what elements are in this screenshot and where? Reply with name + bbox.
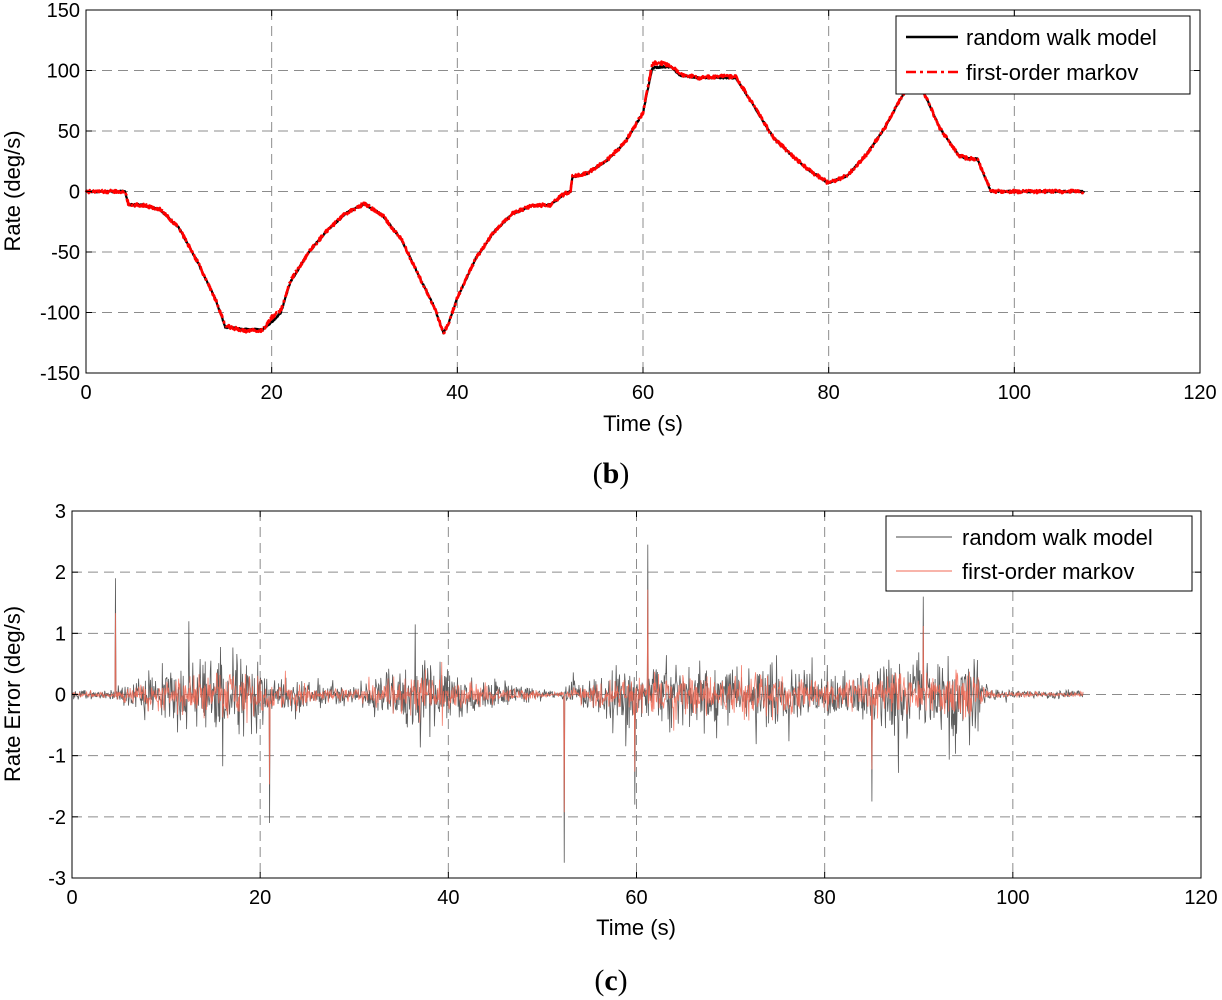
chart-c-series-1-line xyxy=(71,589,1084,813)
b-ytick-label-1: -100 xyxy=(40,303,80,325)
chart-b-ticks xyxy=(85,9,1201,374)
chart-c-series-layer xyxy=(71,544,1084,863)
chart-b-caption: (b) xyxy=(593,457,630,490)
b-xtick-label-1: 20 xyxy=(261,382,283,404)
b-ytick-label-3: 0 xyxy=(69,182,80,204)
chart-c-caption: (c) xyxy=(594,964,627,997)
chart-c: 0 20 40 60 80 100 120 -3 -2 -1 0 1 2 3 Time (s) Rate … xyxy=(0,501,1218,997)
chart-c-xlabel: Time (s) xyxy=(596,915,676,940)
c-xtick-label-6: 120 xyxy=(1184,887,1217,909)
chart-b-legend-label-1: first-order markov xyxy=(966,60,1138,85)
c-xtick-label-2: 40 xyxy=(437,887,459,909)
chart-c-tick-labels: 0 20 40 60 80 100 120 -3 -2 -1 0 1 2 3 xyxy=(48,501,1217,909)
chart-b-caption-letter: b xyxy=(603,457,620,490)
chart-c-legend: random walk model first-order markov xyxy=(885,515,1193,592)
c-ytick-label-1: -2 xyxy=(48,807,66,829)
chart-b-series-1-line xyxy=(84,60,1086,335)
chart-c-legend-label-0: random walk model xyxy=(962,525,1153,550)
b-xtick-label-4: 80 xyxy=(818,382,840,404)
chart-b: 0 20 40 60 80 100 120 -150 -100 -50 0 50 100 150 Time… xyxy=(0,0,1217,490)
chart-b-legend-box xyxy=(895,15,1191,95)
c-ytick-label-0: -3 xyxy=(48,868,66,890)
c-ytick-label-5: 2 xyxy=(55,562,66,584)
chart-c-ticks xyxy=(71,510,1202,879)
chart-c-ylabel: Rate Error (deg/s) xyxy=(0,606,25,782)
c-xtick-label-3: 60 xyxy=(625,887,647,909)
chart-b-legend: random walk model first-order markov xyxy=(895,15,1191,95)
chart-b-legend-label-0: random walk model xyxy=(966,25,1157,50)
c-xtick-label-1: 20 xyxy=(249,887,271,909)
chart-b-series-layer xyxy=(84,60,1086,335)
c-ytick-label-3: 0 xyxy=(55,685,66,707)
c-xtick-label-5: 100 xyxy=(996,887,1029,909)
chart-c-legend-label-1: first-order markov xyxy=(962,559,1134,584)
chart-c-series-0-line xyxy=(71,544,1084,863)
b-ytick-label-6: 150 xyxy=(47,0,80,22)
c-ytick-label-2: -1 xyxy=(48,746,66,768)
b-xtick-label-5: 100 xyxy=(998,382,1031,404)
b-ytick-label-0: -150 xyxy=(40,363,80,385)
chart-b-tick-labels: 0 20 40 60 80 100 120 -150 -100 -50 0 50 100 150 xyxy=(40,0,1217,404)
chart-c-legend-box xyxy=(885,515,1193,592)
chart-b-series-0-line xyxy=(85,64,1085,335)
chart-b-ylabel: Rate (deg/s) xyxy=(0,130,25,251)
b-xtick-label-0: 0 xyxy=(80,382,91,404)
b-xtick-label-2: 40 xyxy=(446,382,468,404)
c-xtick-label-4: 80 xyxy=(814,887,836,909)
b-ytick-label-2: -50 xyxy=(51,242,80,264)
chart-b-grid xyxy=(86,10,1200,373)
b-xtick-label-3: 60 xyxy=(632,382,654,404)
chart-b-xlabel: Time (s) xyxy=(603,411,683,436)
b-ytick-label-4: 50 xyxy=(58,121,80,143)
b-xtick-label-6: 120 xyxy=(1183,382,1216,404)
c-xtick-label-0: 0 xyxy=(66,887,77,909)
chart-c-caption-letter: c xyxy=(604,964,617,997)
c-ytick-label-6: 3 xyxy=(55,501,66,523)
b-ytick-label-5: 100 xyxy=(47,61,80,83)
c-ytick-label-4: 1 xyxy=(55,623,66,645)
